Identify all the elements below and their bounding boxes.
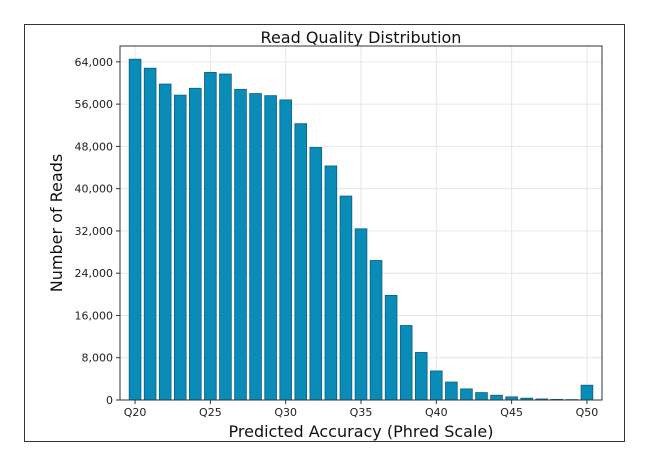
bar-q30 [279,99,292,401]
bar-q34 [339,195,353,401]
bar-q28 [249,93,262,401]
y-tick-label: 0 [106,394,113,407]
y-tick-label: 48,000 [75,140,114,153]
bar-q37 [384,294,398,401]
bar-q50 [580,384,594,401]
bar-q41 [445,381,458,401]
bar-q23 [173,94,187,401]
y-axis-title: Number of Reads [47,154,66,292]
x-tick-label: Q40 [425,406,448,419]
bars [128,58,594,401]
y-tick-label: 56,000 [75,98,114,111]
bar-q40 [430,370,443,401]
bar-q26 [219,73,232,401]
bar-q31 [294,123,308,401]
x-tick-label: Q35 [350,406,373,419]
x-axis-ticks: Q20 Q25 Q30 Q35 Q40 Q45 Q50 [124,400,599,419]
y-axis-ticks: 0 8,000 16,000 24,000 32,000 40,000 48,000 56,0… [75,56,120,407]
y-tick-label: 32,000 [75,225,114,238]
bar-q43 [475,392,488,401]
x-tick-label: Q45 [500,406,523,419]
x-tick-label: Q30 [274,406,297,419]
bar-q39 [414,352,428,401]
bar-q44 [490,394,503,401]
chart-title: Read Quality Distribution [261,28,462,47]
x-tick-label: Q20 [124,406,147,419]
y-tick-label: 40,000 [75,183,114,196]
x-tick-label: Q25 [199,406,222,419]
bar-q24 [189,87,202,401]
bar-q32 [309,147,323,401]
bar-q36 [369,260,383,401]
bar-q20 [128,58,142,401]
bar-q38 [399,325,413,401]
figure-frame [24,24,625,442]
y-tick-label: 64,000 [75,56,114,69]
x-axis-title: Predicted Accuracy (Phred Scale) [229,422,494,441]
bar-q35 [354,228,368,401]
bar-q21 [143,67,157,401]
bar-q27 [234,88,247,401]
x-tick-label: Q50 [576,406,599,419]
y-tick-label: 8,000 [82,352,114,365]
bar-q25 [204,72,217,401]
bar-q22 [158,83,172,401]
y-tick-label: 24,000 [75,267,114,280]
y-tick-label: 16,000 [75,309,114,322]
bar-q33 [324,165,338,401]
bar-q42 [460,388,473,401]
bar-q29 [264,95,277,401]
